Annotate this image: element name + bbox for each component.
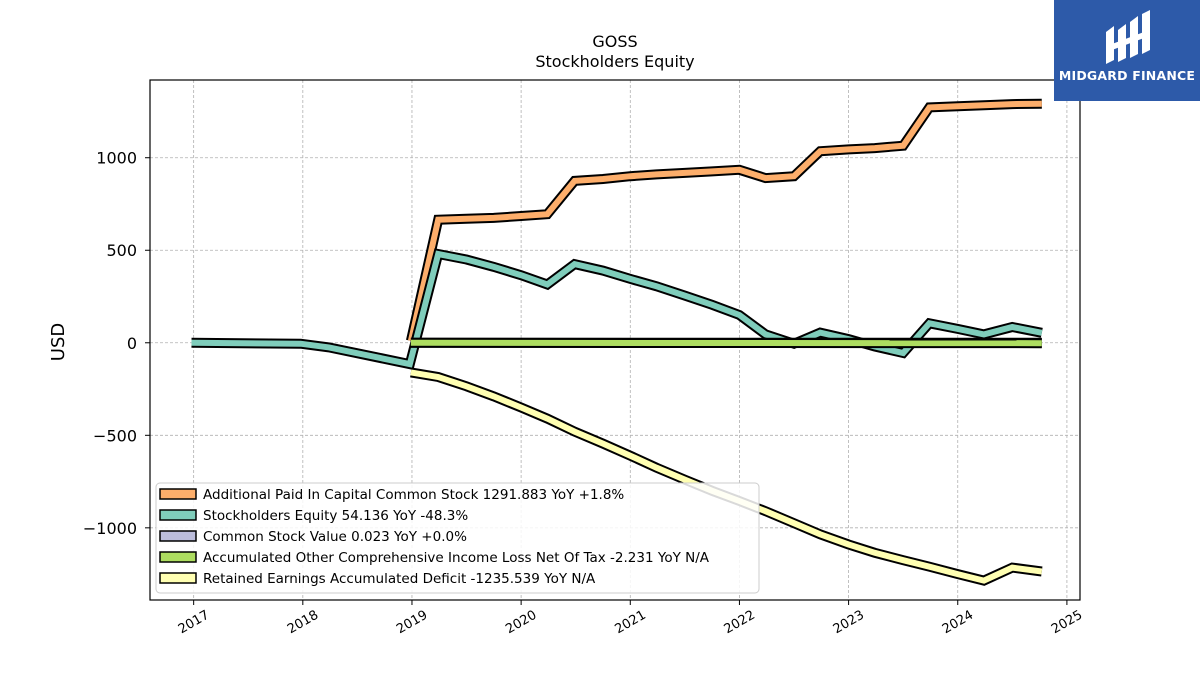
y-tick-label: −500 bbox=[93, 426, 137, 445]
legend-box bbox=[155, 482, 760, 594]
midgard-finance-logo: MIDGARD FINANCE bbox=[1054, 0, 1200, 101]
x-tick-label: 2021 bbox=[612, 608, 648, 638]
x-tick-label: 2025 bbox=[1049, 608, 1085, 638]
y-axis-label: USD bbox=[48, 323, 69, 361]
logo-brand-text: MIDGARD FINANCE bbox=[1058, 68, 1196, 83]
x-tick-label: 2019 bbox=[394, 608, 430, 638]
x-tick-label: 2023 bbox=[831, 608, 867, 638]
legend-label: Additional Paid In Capital Common Stock … bbox=[203, 487, 624, 503]
legend-swatch bbox=[159, 488, 197, 500]
x-tick-label: 2024 bbox=[940, 608, 976, 638]
x-tick-label: 2022 bbox=[722, 608, 758, 638]
legend-label: Accumulated Other Comprehensive Income L… bbox=[203, 550, 710, 566]
legend-swatch bbox=[159, 551, 197, 563]
legend-label: Stockholders Equity 54.136 YoY -48.3% bbox=[203, 508, 468, 524]
legend-swatch bbox=[159, 530, 197, 542]
x-tick-label: 2017 bbox=[176, 608, 212, 638]
chart-subtitle: Stockholders Equity bbox=[535, 52, 694, 71]
x-tick-label: 2018 bbox=[285, 608, 321, 638]
y-tick-label: 0 bbox=[127, 334, 137, 353]
y-tick-label: −1000 bbox=[83, 519, 137, 538]
series-line bbox=[407, 100, 1042, 342]
x-tick-label: 2020 bbox=[503, 608, 539, 638]
legend-swatch bbox=[159, 572, 197, 584]
legend-label: Common Stock Value 0.023 YoY +0.0% bbox=[203, 529, 467, 545]
y-tick-label: 500 bbox=[106, 241, 137, 260]
legend: Additional Paid In Capital Common Stock … bbox=[155, 482, 760, 594]
midgard-logo-icon bbox=[1106, 10, 1150, 64]
series-line bbox=[191, 250, 1043, 368]
legend-swatch bbox=[159, 509, 197, 521]
chart-title: GOSS bbox=[592, 32, 637, 51]
legend-label: Retained Earnings Accumulated Deficit -1… bbox=[203, 571, 596, 587]
plot-frame bbox=[149, 79, 1081, 601]
y-tick-label: 1000 bbox=[96, 149, 137, 168]
